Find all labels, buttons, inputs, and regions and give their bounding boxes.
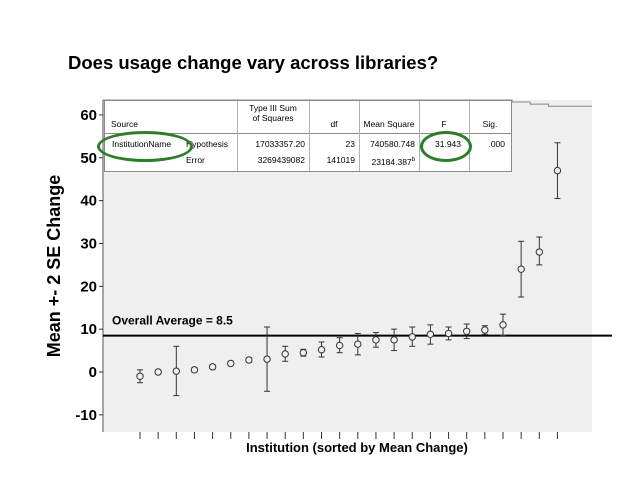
- y-tick-label: 0: [89, 364, 97, 381]
- y-tick-label: 50: [80, 150, 97, 167]
- mean-point: [154, 368, 162, 376]
- mean-point: [517, 265, 525, 273]
- mean-point: [390, 336, 398, 344]
- mean-point: [281, 350, 289, 358]
- overall-average-label: Overall Average = 8.5: [112, 314, 233, 328]
- anova-column-rule: [359, 101, 360, 171]
- anova-header-sig: Sig.: [482, 119, 498, 129]
- mean-point: [535, 248, 543, 256]
- y-tick-label: 60: [80, 107, 97, 124]
- anova-row1-term: Hypothesis: [186, 139, 229, 149]
- y-tick-label: -10: [75, 407, 97, 424]
- anova-column-rule: [469, 101, 470, 171]
- mean-point: [553, 166, 562, 175]
- anova-row2-ms: 23184.387b: [359, 155, 415, 167]
- anova-row2-ms-value: 23184.387: [371, 156, 412, 167]
- anova-row2-term: Error: [186, 155, 205, 165]
- f-statistic-highlight: [420, 131, 472, 162]
- mean-point: [426, 330, 435, 338]
- y-tick-label: 30: [80, 235, 97, 252]
- mean-point: [263, 355, 271, 363]
- x-axis-title: Institution (sorted by Mean Change): [246, 440, 468, 455]
- anova-row1-df: 23: [345, 139, 355, 149]
- mean-point: [372, 336, 380, 344]
- anova-row2-ss: 3269439082: [257, 155, 305, 165]
- mean-point: [354, 340, 362, 348]
- mean-point: [335, 341, 344, 350]
- slide-title: Does usage change vary across libraries?: [68, 52, 439, 73]
- anova-header-f: F: [441, 119, 447, 129]
- anova-header-rule: [105, 133, 511, 134]
- anova-header-ss: Type III Sum of Squares: [249, 103, 297, 123]
- anova-column-rule: [309, 101, 310, 171]
- anova-column-rule: [237, 101, 238, 171]
- y-tick-label: 20: [80, 278, 97, 295]
- mean-point: [481, 326, 489, 334]
- mean-point: [499, 321, 507, 329]
- mean-point: [190, 366, 199, 374]
- mean-point: [299, 349, 308, 357]
- anova-row1-sig: .000: [488, 139, 505, 149]
- y-axis-title: Mean +- 2 SE Change: [44, 175, 64, 358]
- mean-point: [227, 359, 235, 368]
- mean-point: [408, 333, 416, 341]
- y-tick-label: 10: [80, 321, 97, 338]
- anova-header-source: Source: [111, 119, 138, 129]
- mean-point: [172, 367, 181, 375]
- mean-point: [317, 346, 326, 354]
- mean-point: [136, 372, 144, 380]
- anova-row2-df: 141019: [326, 155, 355, 165]
- anova-row2-ms-footnote: b: [411, 157, 415, 163]
- anova-header-df: df: [330, 119, 338, 129]
- mean-point: [444, 329, 453, 338]
- mean-point: [463, 327, 471, 335]
- anova-header-ms: Mean Square: [363, 119, 415, 129]
- anova-row1-ms: 740580.748: [370, 139, 415, 149]
- institution-name-highlight: [97, 131, 193, 162]
- mean-point: [208, 363, 217, 371]
- anova-row1-ss: 17033357.20: [255, 139, 305, 149]
- mean-point: [245, 356, 253, 364]
- anova-column-rule: [419, 101, 420, 171]
- y-tick-label: 40: [80, 193, 97, 210]
